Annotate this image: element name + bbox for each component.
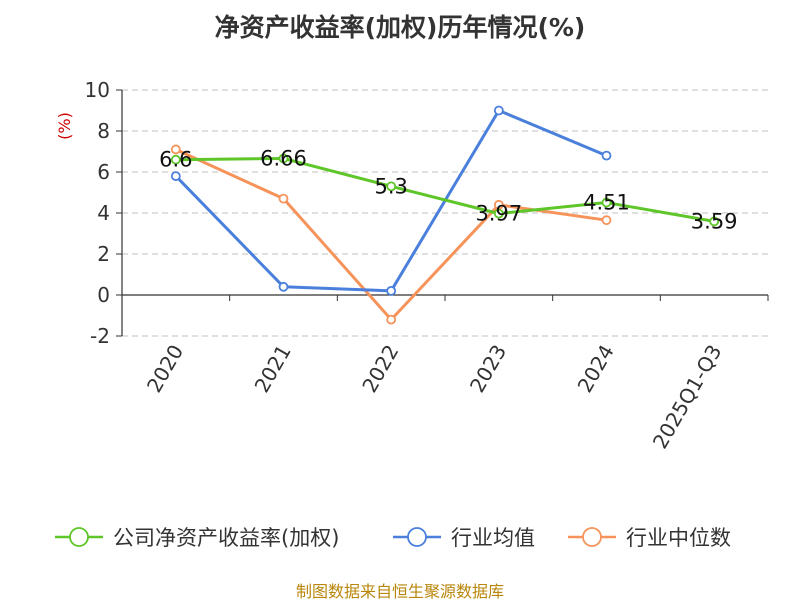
axis-layer: 10 8 6 4 2 0 -2 2020 2021 2022 2023 2024 2025Q1-Q3 (%…	[55, 78, 769, 453]
data-point	[493, 105, 504, 116]
legend-label: 行业中位数	[626, 526, 731, 550]
grid-layer	[122, 89, 768, 337]
data-label: 4.51	[583, 191, 630, 215]
y-tick-label: 0	[97, 283, 110, 307]
legend-marker	[69, 527, 89, 547]
data-point	[278, 193, 289, 204]
data-point	[493, 208, 504, 219]
x-tick-label: 2020	[142, 341, 188, 397]
data-label: 5.3	[374, 174, 407, 198]
legend: 公司净资产收益率(加权) 行业均值 行业中位数	[55, 526, 731, 550]
y-axis-label: (%)	[55, 112, 74, 140]
data-point	[278, 281, 289, 292]
x-tick-label: 2022	[357, 341, 403, 397]
x-tick-label: 2023	[465, 341, 511, 397]
data-point	[170, 144, 181, 155]
data-point	[278, 153, 289, 164]
data-point	[170, 154, 181, 165]
series-line	[174, 109, 608, 293]
y-tick-label: 6	[97, 160, 110, 184]
legend-label: 公司净资产收益率(加权)	[113, 526, 339, 550]
legend-marker	[407, 527, 427, 547]
data-label: 6.66	[260, 146, 307, 170]
data-point	[170, 171, 181, 182]
data-label: 6.6	[159, 148, 192, 172]
x-tick-label: 2021	[250, 341, 296, 397]
chart-title: 净资产收益率(加权)历年情况(%)	[214, 13, 586, 42]
data-point	[386, 181, 397, 192]
data-point	[386, 314, 397, 325]
y-tick-label: 8	[97, 119, 110, 143]
y-tick-label: 2	[97, 242, 110, 266]
x-tick-label: 2024	[573, 341, 619, 397]
legend-marker	[582, 527, 602, 547]
label-layer: 6.6 6.66 5.3 3.97 4.51 3.59	[159, 146, 737, 233]
data-point	[601, 197, 612, 208]
y-tick-label: -2	[90, 324, 110, 348]
source-note: 制图数据来自恒生聚源数据库	[295, 582, 504, 601]
series-layer	[170, 105, 720, 325]
data-label: 3.97	[475, 202, 522, 226]
series-line	[175, 156, 715, 223]
data-point	[601, 150, 612, 161]
data-point	[386, 285, 397, 296]
legend-label: 行业均值	[451, 526, 535, 550]
data-label: 3.59	[691, 209, 738, 233]
data-point	[601, 215, 612, 226]
x-tick-label: 2025Q1-Q3	[648, 341, 727, 453]
y-tick-label: 10	[85, 78, 110, 102]
data-point	[709, 216, 720, 227]
y-tick-label: 4	[97, 201, 110, 225]
